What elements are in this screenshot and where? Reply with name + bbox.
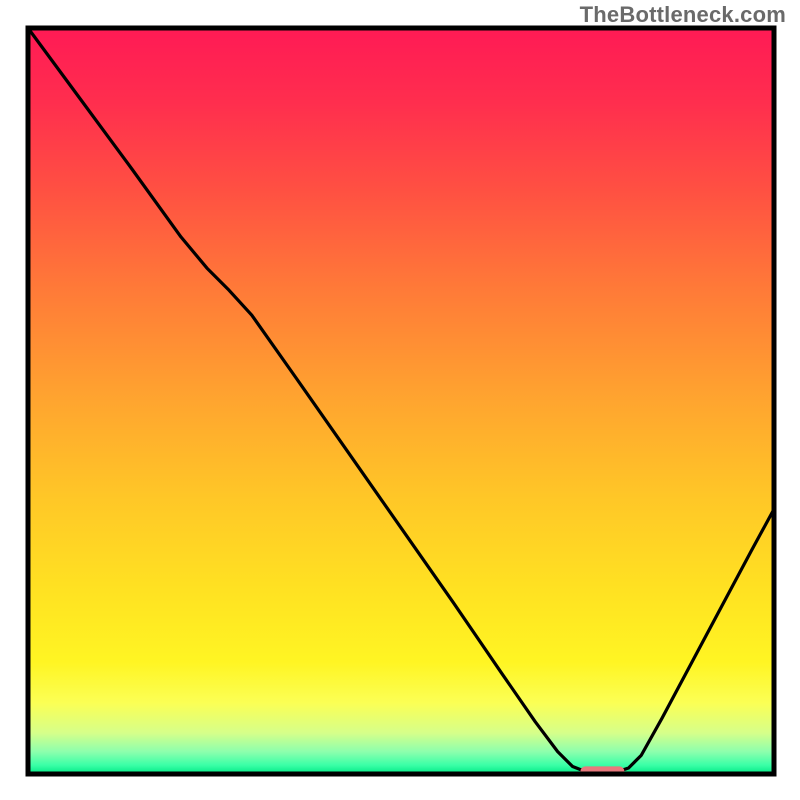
chart-container: TheBottleneck.com — [0, 0, 800, 800]
watermark-text: TheBottleneck.com — [580, 2, 786, 28]
gradient-background — [28, 28, 774, 774]
bottleneck-curve-chart — [0, 0, 800, 800]
